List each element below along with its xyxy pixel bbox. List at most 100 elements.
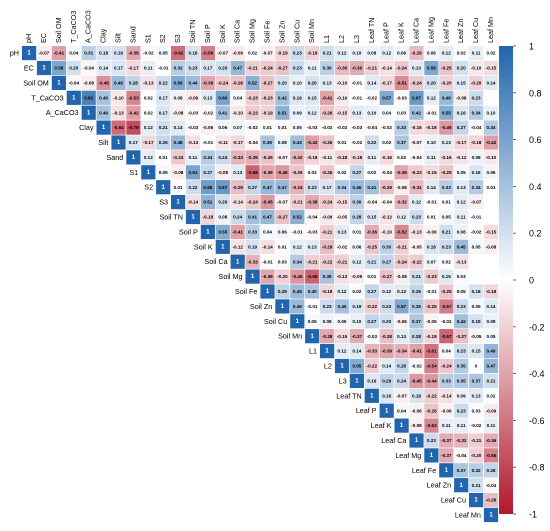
- heatmap-value-label: 0.14: [174, 125, 183, 130]
- heatmap-cell: [111, 75, 126, 90]
- heatmap-cell: [349, 269, 364, 284]
- heatmap-value-label: 1: [281, 304, 285, 310]
- heatmap-value-label: -0.21: [307, 259, 318, 264]
- heatmap-cell: [454, 358, 469, 374]
- heatmap-value-label: -0.41: [322, 95, 333, 100]
- heatmap-cell: [320, 90, 335, 105]
- heatmap-cell: [66, 60, 81, 76]
- heatmap-cell: [349, 329, 364, 344]
- heatmap-value-label: 1: [266, 289, 270, 295]
- heatmap-value-label: 0.14: [367, 81, 376, 86]
- heatmap-value-label: -0.02: [381, 125, 392, 130]
- heatmap-value-label: 0.06: [487, 170, 496, 175]
- heatmap-value-label: 0.01: [487, 185, 496, 190]
- heatmap-value-label: 0.08: [367, 51, 376, 56]
- heatmap-cell: [483, 433, 499, 448]
- heatmap-value-label: 0.23: [308, 185, 317, 190]
- heatmap-value-label: -0.13: [113, 110, 124, 115]
- heatmap-value-label: -0.35: [247, 155, 258, 160]
- heatmap-cell: [320, 344, 335, 359]
- heatmap-cell: [171, 75, 186, 90]
- heatmap-cell: [334, 269, 350, 284]
- heatmap-cell: [320, 224, 335, 239]
- heatmap-value-label: 0.44: [189, 81, 198, 86]
- heatmap-cell: [424, 373, 439, 388]
- heatmap-value-label: 0.34: [487, 125, 496, 130]
- heatmap-cell: [349, 373, 364, 388]
- heatmap-value-label: -0.02: [203, 110, 214, 115]
- heatmap-cell: [126, 105, 141, 120]
- heatmap-value-label: 0.14: [487, 81, 496, 86]
- heatmap-cell: [424, 269, 439, 284]
- heatmap-value-label: -0.14: [262, 244, 273, 249]
- heatmap-value-label: -0.07: [277, 155, 288, 160]
- heatmap-value-label: -0.42: [128, 110, 139, 115]
- heatmap-cell: [51, 46, 66, 61]
- heatmap-cell: [141, 46, 156, 61]
- heatmap-cell: [320, 135, 335, 150]
- heatmap-value-label: 0.01: [352, 230, 361, 235]
- heatmap-cell: [305, 135, 320, 150]
- heatmap-value-label: -0.11: [322, 155, 333, 160]
- heatmap-cell: [483, 388, 499, 403]
- heatmap-cell: [185, 165, 201, 180]
- heatmap-value-label: -0.13: [337, 274, 348, 279]
- heatmap-cell: [111, 60, 126, 76]
- heatmap-cell: [230, 75, 245, 90]
- heatmap-value-label: -0.21: [396, 244, 407, 249]
- heatmap-value-label: 0.20: [457, 66, 466, 71]
- heatmap-value-label: -0.09: [322, 215, 333, 220]
- column-label: Leaf P: [382, 22, 391, 43]
- heatmap-cell: [260, 239, 275, 254]
- heatmap-cell: [290, 209, 305, 225]
- heatmap-cell: [185, 75, 201, 90]
- heatmap-value-label: 0.09: [457, 393, 466, 398]
- colorbar-tick-label: 0.6: [529, 135, 542, 145]
- heatmap-value-label: -0.10: [471, 66, 482, 71]
- heatmap-value-label: -0.56: [203, 51, 214, 56]
- heatmap-value-label: 0.10: [293, 81, 302, 86]
- heatmap-cell: [364, 224, 379, 239]
- heatmap-cell: [424, 75, 439, 90]
- heatmap-value-label: -0.02: [367, 95, 378, 100]
- heatmap-value-label: 0.24: [397, 379, 406, 384]
- heatmap-cell: [454, 388, 469, 403]
- heatmap-cell: [394, 314, 409, 329]
- heatmap-cell: [290, 120, 305, 135]
- heatmap-value-label: 0.35: [457, 379, 466, 384]
- heatmap-value-label: -0.54: [426, 364, 437, 369]
- heatmap-value-label: -0.16: [441, 155, 452, 160]
- heatmap-cell: [275, 284, 290, 299]
- heatmap-value-label: -0.04: [411, 155, 422, 160]
- heatmap-cell: [185, 105, 201, 120]
- heatmap-cell: [66, 90, 81, 105]
- heatmap-value-label: 1: [147, 170, 151, 176]
- heatmap-cell: [275, 180, 290, 195]
- heatmap-cell: [483, 165, 499, 180]
- heatmap-cell: [305, 165, 320, 180]
- heatmap-cell: [379, 120, 394, 135]
- heatmap-value-label: -0.05: [411, 244, 422, 249]
- heatmap-value-label: -0.25: [426, 304, 437, 309]
- heatmap-value-label: 0.27: [367, 319, 376, 324]
- heatmap-cell: [245, 180, 260, 195]
- heatmap-cell: [260, 75, 275, 90]
- heatmap-cell: [379, 403, 394, 418]
- heatmap-cell: [424, 358, 439, 374]
- heatmap-value-label: 0.22: [367, 140, 376, 145]
- heatmap-value-label: -0.37: [352, 334, 363, 339]
- heatmap-value-label: 0.12: [397, 215, 406, 220]
- heatmap-value-label: 1: [42, 66, 46, 72]
- heatmap-value-label: 0.23: [382, 304, 391, 309]
- heatmap-cell: [409, 403, 424, 418]
- heatmap-cell: [200, 120, 215, 135]
- heatmap-value-label: -0.36: [486, 438, 497, 443]
- heatmap-value-label: 0.23: [472, 95, 481, 100]
- heatmap-value-label: -0.22: [367, 364, 378, 369]
- heatmap-cell: [469, 209, 484, 225]
- heatmap-value-label: 0.39: [263, 140, 272, 145]
- heatmap-cell: [349, 60, 364, 76]
- heatmap-value-label: 0.02: [487, 393, 496, 398]
- heatmap-value-label: -0.23: [247, 110, 258, 115]
